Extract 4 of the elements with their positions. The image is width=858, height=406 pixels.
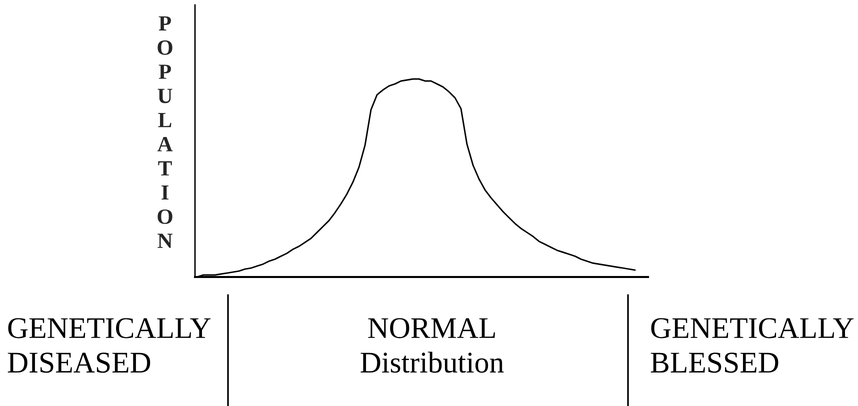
- text: GENETICALLY BLESSED: [650, 318, 854, 373]
- text: NORMAL Distribution: [360, 318, 504, 373]
- text: POPULATION: [157, 16, 173, 248]
- text: GENETICALLY DISEASED: [8, 318, 211, 373]
